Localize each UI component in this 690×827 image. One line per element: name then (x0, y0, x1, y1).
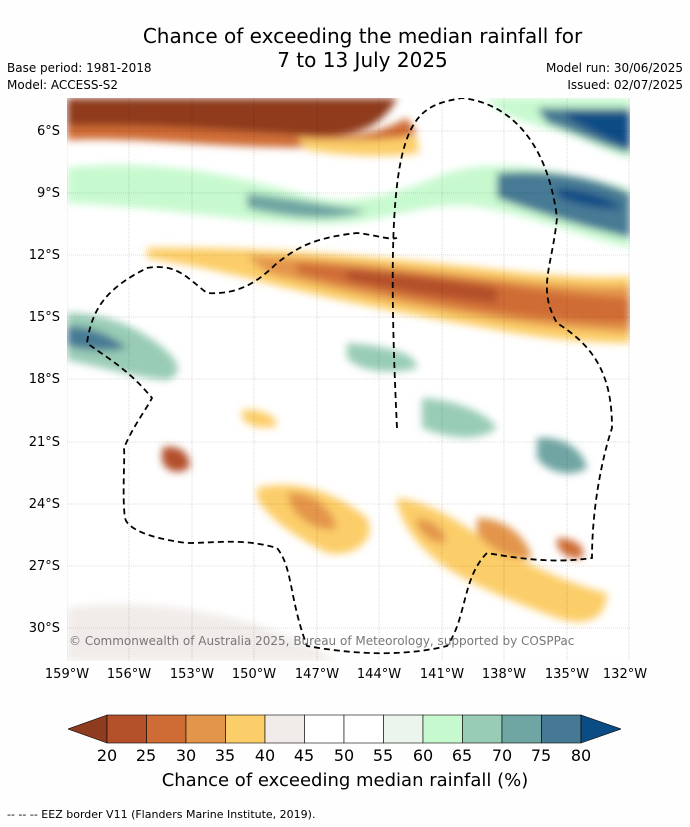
x-tick-147w: 147°W (294, 667, 340, 682)
eez-border (86, 98, 613, 655)
cb-label-70: 70 (491, 746, 513, 765)
model-name: Model: ACCESS-S2 (7, 78, 119, 92)
colorbar-low-arrow (68, 714, 108, 744)
cb-label-45: 45 (293, 746, 315, 765)
colorbar-title: Chance of exceeding median rainfall (%) (161, 770, 529, 791)
issued-date: Issued: 02/07/2025 (567, 78, 683, 92)
y-tick-24s: 24°S (28, 497, 60, 512)
eez-legend-note: -- -- -- EEZ border V11 (Flanders Marine… (7, 808, 316, 821)
meta-left: Base period: 1981-2018 Model: ACCESS-S2 (7, 60, 152, 94)
x-tick-135w: 135°W (544, 667, 590, 682)
y-tick-6s: 6°S (36, 124, 60, 139)
y-tick-21s: 21°S (28, 435, 60, 450)
x-tick-159w: 159°W (44, 667, 90, 682)
y-tick-30s: 30°S (28, 621, 60, 636)
cb-label-75: 75 (530, 746, 552, 765)
cb-label-55: 55 (372, 746, 394, 765)
cb-label-60: 60 (412, 746, 434, 765)
x-tick-132w: 132°W (602, 667, 648, 682)
cb-label-20: 20 (96, 746, 118, 765)
y-tick-15s: 15°S (28, 310, 60, 325)
title-line-1: Chance of exceeding the median rainfall … (142, 24, 583, 48)
y-tick-27s: 27°S (28, 559, 60, 574)
model-run: Model run: 30/06/2025 (545, 61, 683, 75)
y-tick-18s: 18°S (28, 372, 60, 387)
cb-label-80: 80 (570, 746, 592, 765)
x-tick-150w: 150°W (231, 667, 277, 682)
x-tick-153w: 153°W (169, 667, 215, 682)
cb-label-65: 65 (451, 746, 473, 765)
copyright-credit: © Commonwealth of Australia 2025, Bureau… (69, 634, 575, 648)
colorbar-bin-65-70 (462, 714, 503, 744)
colorbar-bin-50-55 (343, 714, 384, 744)
colorbar-bin-55-60 (383, 714, 424, 744)
colorbar-bin-70-75 (501, 714, 542, 744)
base-period: Base period: 1981-2018 (7, 61, 152, 75)
map-title: Chance of exceeding the median rainfall … (0, 24, 690, 72)
colorbar-bin-60-65 (422, 714, 463, 744)
x-tick-156w: 156°W (106, 667, 152, 682)
colorbar-bin-30-35 (185, 714, 226, 744)
x-tick-141w: 141°W (419, 667, 465, 682)
cb-label-50: 50 (333, 746, 355, 765)
title-line-2: 7 to 13 July 2025 (277, 48, 448, 72)
x-tick-144w: 144°W (356, 667, 402, 682)
colorbar-bin-45-50 (304, 714, 345, 744)
y-tick-12s: 12°S (28, 248, 60, 263)
colorbar-bin-25-30 (146, 714, 187, 744)
colorbar (68, 714, 621, 744)
y-tick-9s: 9°S (36, 186, 60, 201)
colorbar-high-arrow (580, 714, 621, 744)
rainfall-map (67, 98, 630, 661)
colorbar-bin-35-40 (225, 714, 266, 744)
cb-label-25: 25 (135, 746, 157, 765)
colorbar-bin-40-45 (264, 714, 305, 744)
colorbar-bin-75-80 (541, 714, 582, 744)
cb-label-40: 40 (254, 746, 276, 765)
cb-label-30: 30 (175, 746, 197, 765)
colorbar-bin-20-25 (106, 714, 147, 744)
x-tick-138w: 138°W (481, 667, 527, 682)
rainfall-field (67, 98, 630, 661)
cb-label-35: 35 (214, 746, 236, 765)
meta-right: Model run: 30/06/2025 Issued: 02/07/2025 (546, 60, 683, 94)
